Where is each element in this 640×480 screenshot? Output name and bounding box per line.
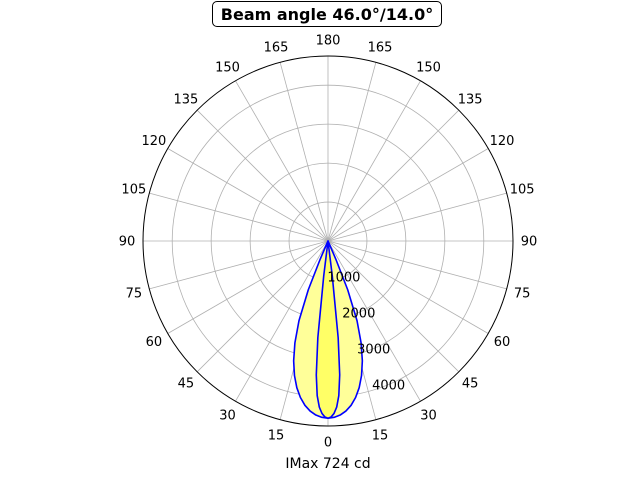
angle-gridline [167,148,329,242]
angle-gridline [327,148,489,242]
angle-tick-label: 105 [510,182,535,197]
angle-gridline [327,240,489,334]
angle-tick-label: 60 [494,335,511,350]
angle-tick-label: 165 [264,40,289,55]
angle-tick-label: 150 [215,60,240,75]
angle-gridline [149,192,329,242]
angle-gridline [235,80,329,242]
angle-tick-label: 120 [490,134,515,149]
angle-gridline [327,240,460,373]
label-layer: 0 15 30 45 60 75 90 105 120 135 150 165 180 165 150 135… [119,34,538,451]
angle-gridline [279,62,329,242]
angle-tick-label: 45 [178,377,195,392]
angle-gridline [327,240,421,402]
radial-tick-label: 3000 [357,342,390,357]
angle-tick-label: 30 [420,409,437,424]
grid-layer [143,56,513,426]
angle-tick-label: 135 [458,92,483,107]
x-axis-label: IMax 724 cd [285,456,371,472]
angle-gridline [196,240,329,373]
angle-tick-label: 90 [521,235,538,250]
radial-tick-label: 1000 [327,270,360,285]
angle-tick-label: 90 [119,235,136,250]
angle-gridline [327,240,507,290]
angle-gridline [235,240,329,402]
angle-tick-label: 150 [416,60,441,75]
radial-tick-label: 4000 [372,378,405,393]
angle-tick-label: 15 [372,429,389,444]
radial-tick-label: 2000 [342,306,375,321]
series-line-narrow [315,240,341,420]
angle-tick-label: 0 [324,436,332,451]
angle-gridline [196,109,329,242]
angle-tick-label: 120 [142,134,167,149]
polar-frame [142,55,514,427]
angle-gridline [149,240,329,290]
angle-tick-label: 75 [514,287,531,302]
angle-tick-label: 135 [173,92,198,107]
angle-gridline [327,109,460,242]
angle-tick-label: 30 [219,409,236,424]
angle-gridline [327,80,421,242]
angle-tick-label: 45 [462,377,479,392]
chart-title: Beam angle 46.0°/14.0° [212,1,442,27]
angle-tick-label: 165 [368,40,393,55]
angle-tick-label: 75 [126,287,143,302]
angle-tick-label: 105 [121,182,146,197]
series-fill-narrow [316,241,340,419]
angle-tick-label: 60 [146,335,163,350]
series-layer [292,240,364,420]
angle-gridline [327,192,507,242]
angle-tick-label: 15 [268,429,285,444]
angle-gridline [167,240,329,334]
angle-gridline [327,62,377,242]
angle-tick-label: 180 [316,34,341,49]
